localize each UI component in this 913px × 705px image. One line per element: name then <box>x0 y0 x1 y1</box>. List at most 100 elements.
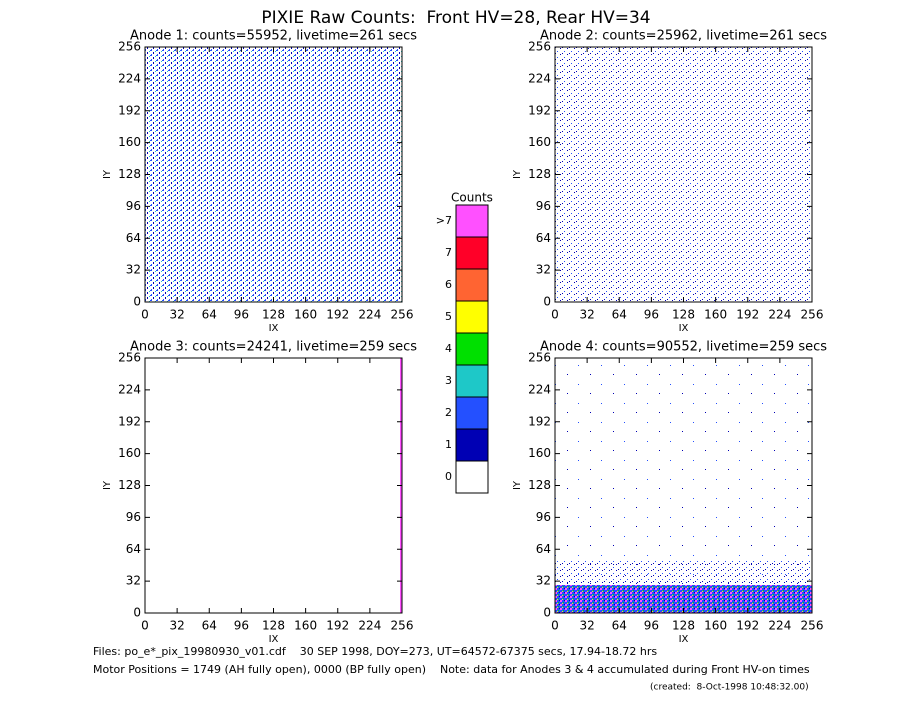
x-tick-label: 160 <box>294 619 317 633</box>
y-axis-label: IY <box>102 480 113 490</box>
x-tick-label: 256 <box>801 619 824 633</box>
x-tick-label: 64 <box>612 308 627 322</box>
y-tick-label: 160 <box>118 446 141 460</box>
x-tick-label: 32 <box>169 308 184 322</box>
x-tick-label: 32 <box>169 619 184 633</box>
y-tick-label: 192 <box>528 414 551 428</box>
x-tick-label: 32 <box>579 308 594 322</box>
x-tick-label: 192 <box>736 308 759 322</box>
colorbar-cell <box>455 332 489 366</box>
x-tick-label: 128 <box>672 619 695 633</box>
x-tick-label: 224 <box>768 308 791 322</box>
y-tick-label: 224 <box>118 71 141 85</box>
y-tick-label: 0 <box>543 295 551 309</box>
y-tick-label: 96 <box>126 510 141 524</box>
x-tick-label: 0 <box>141 308 149 322</box>
y-axis-label: IY <box>512 169 523 179</box>
x-tick-label: 224 <box>768 619 791 633</box>
y-tick-label: 160 <box>118 135 141 149</box>
x-tick-label: 96 <box>644 619 659 633</box>
x-tick-label: 64 <box>202 619 217 633</box>
figure-title: PIXIE Raw Counts: Front HV=28, Rear HV=3… <box>261 8 650 28</box>
x-tick-label: 64 <box>612 619 627 633</box>
colorbar-cell <box>455 268 489 302</box>
x-tick-label: 160 <box>704 619 727 633</box>
y-tick-label: 128 <box>528 167 551 181</box>
y-tick-label: 192 <box>528 103 551 117</box>
y-tick-label: 128 <box>118 478 141 492</box>
panel-title: Anode 3: counts=24241, livetime=259 secs <box>130 340 417 355</box>
colorbar-label: 1 <box>445 438 452 451</box>
y-tick-label: 32 <box>126 574 141 588</box>
colorbar-cell <box>455 364 489 398</box>
colorbar-label: 4 <box>445 342 452 355</box>
x-axis-label: IX <box>269 323 279 334</box>
panel-title: Anode 2: counts=25962, livetime=261 secs <box>540 29 827 44</box>
colorbar-label: 3 <box>445 374 452 387</box>
x-tick-label: 128 <box>672 308 695 322</box>
y-tick-label: 32 <box>536 263 551 277</box>
y-tick-label: 64 <box>126 542 141 556</box>
x-tick-label: 224 <box>358 308 381 322</box>
colorbar-label: 0 <box>445 470 452 483</box>
footer-created: (created: 8-Oct-1998 10:48:32.00) <box>650 683 809 693</box>
y-tick-label: 32 <box>126 263 141 277</box>
y-tick-label: 224 <box>528 71 551 85</box>
y-tick-label: 0 <box>543 606 551 620</box>
x-tick-label: 128 <box>262 308 285 322</box>
x-tick-label: 96 <box>644 308 659 322</box>
x-tick-label: 256 <box>801 308 824 322</box>
x-tick-label: 256 <box>391 308 414 322</box>
y-tick-label: 96 <box>126 199 141 213</box>
x-tick-label: 160 <box>294 308 317 322</box>
x-tick-label: 96 <box>234 619 249 633</box>
plot-frame <box>144 357 403 614</box>
colorbar-cell <box>455 396 489 430</box>
y-tick-label: 256 <box>118 40 141 54</box>
y-tick-label: 64 <box>126 231 141 245</box>
x-tick-label: 128 <box>262 619 285 633</box>
y-tick-label: 0 <box>133 295 141 309</box>
y-tick-label: 224 <box>118 382 141 396</box>
y-tick-label: 160 <box>528 446 551 460</box>
y-tick-label: 192 <box>118 414 141 428</box>
colorbar-cell <box>455 460 489 494</box>
x-tick-label: 0 <box>551 308 559 322</box>
y-tick-label: 96 <box>536 199 551 213</box>
x-tick-label: 0 <box>551 619 559 633</box>
colorbar-cell <box>455 236 489 270</box>
colorbar-label: 2 <box>445 406 452 419</box>
y-tick-label: 64 <box>536 542 551 556</box>
colorbar-cell <box>455 204 489 238</box>
x-tick-label: 192 <box>326 308 349 322</box>
x-tick-label: 64 <box>202 308 217 322</box>
y-tick-label: 256 <box>528 351 551 365</box>
y-tick-label: 32 <box>536 574 551 588</box>
y-tick-label: 96 <box>536 510 551 524</box>
x-tick-label: 256 <box>391 619 414 633</box>
y-tick-label: 192 <box>118 103 141 117</box>
x-axis-label: IX <box>679 323 689 334</box>
x-tick-label: 96 <box>234 308 249 322</box>
footer-motor: Motor Positions = 1749 (AH fully open), … <box>93 663 810 676</box>
colorbar-label: 6 <box>445 278 452 291</box>
y-tick-label: 256 <box>528 40 551 54</box>
x-axis-label: IX <box>679 634 689 645</box>
y-axis-label: IY <box>512 480 523 490</box>
x-tick-label: 224 <box>358 619 381 633</box>
y-tick-label: 128 <box>118 167 141 181</box>
x-tick-label: 160 <box>704 308 727 322</box>
pixel-texture <box>555 47 812 302</box>
colorbar-title: Counts <box>451 191 493 205</box>
x-tick-label: 32 <box>579 619 594 633</box>
panel-title: Anode 4: counts=90552, livetime=259 secs <box>540 340 827 355</box>
colorbar-label: 5 <box>445 310 452 323</box>
y-tick-label: 128 <box>528 478 551 492</box>
x-tick-label: 0 <box>141 619 149 633</box>
y-tick-label: 0 <box>133 606 141 620</box>
pixel-texture <box>145 47 402 302</box>
y-axis-label: IY <box>102 169 113 179</box>
footer-files: Files: po_e*_pix_19980930_v01.cdf 30 SEP… <box>93 645 657 658</box>
